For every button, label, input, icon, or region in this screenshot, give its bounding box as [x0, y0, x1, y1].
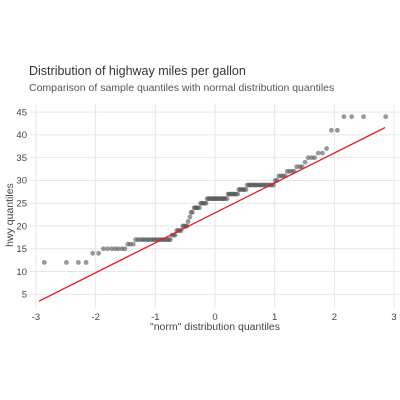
x-tick-label: -2	[91, 312, 99, 323]
data-point	[130, 241, 136, 247]
y-tick-label: 40	[16, 130, 27, 141]
x-tick-label: 0	[212, 312, 217, 323]
data-point	[334, 127, 340, 133]
data-point	[105, 246, 110, 252]
data-point	[83, 260, 89, 265]
x-tick-label: 1	[272, 312, 277, 323]
data-point	[305, 155, 311, 161]
data-point	[349, 114, 355, 120]
data-point	[96, 250, 102, 256]
y-tick-label: 10	[16, 267, 27, 278]
data-point	[383, 114, 389, 120]
data-point	[361, 114, 366, 120]
reference-line	[38, 127, 386, 302]
data-point	[197, 205, 202, 211]
reference-line-group	[38, 127, 386, 302]
x-tick-label: 3	[391, 312, 396, 323]
data-point	[109, 246, 115, 252]
y-axis-title: hwy quantiles	[4, 183, 16, 247]
data-point	[115, 246, 121, 252]
chart-title: Distribution of highway miles per gallon	[29, 64, 246, 78]
y-tick-label: 20	[16, 221, 27, 232]
x-tick-label: -3	[32, 312, 40, 323]
data-point	[187, 214, 193, 220]
x-axis-title: "norm" distribution quantiles	[150, 321, 280, 333]
data-point	[312, 155, 318, 161]
data-point	[203, 200, 209, 206]
data-point	[315, 150, 321, 156]
data-point	[320, 150, 325, 156]
data-point	[224, 196, 230, 202]
y-tick-label: 35	[16, 153, 27, 164]
data-points	[41, 114, 389, 265]
data-point	[341, 114, 347, 120]
grid	[30, 103, 400, 308]
y-tick-label: 25	[16, 199, 27, 210]
chart-subtitle: Comparison of sample quantiles with norm…	[29, 82, 335, 94]
data-point	[328, 127, 334, 133]
data-point	[243, 187, 249, 192]
data-point	[122, 246, 128, 252]
data-point	[101, 246, 106, 252]
x-tick-label: 2	[332, 312, 337, 323]
x-tick-label: -1	[151, 312, 159, 323]
data-point	[64, 260, 69, 265]
y-tick-label: 15	[16, 244, 27, 255]
data-point	[75, 260, 81, 265]
data-point	[189, 209, 195, 215]
data-point	[235, 191, 241, 197]
data-point	[90, 250, 96, 256]
y-tick-label: 45	[16, 107, 27, 118]
y-tick-label: 5	[22, 290, 27, 301]
data-point	[41, 260, 47, 265]
data-point	[324, 146, 329, 151]
data-point	[167, 237, 173, 243]
data-point	[185, 219, 191, 224]
y-tick-label: 30	[16, 176, 27, 187]
data-point	[302, 159, 308, 165]
